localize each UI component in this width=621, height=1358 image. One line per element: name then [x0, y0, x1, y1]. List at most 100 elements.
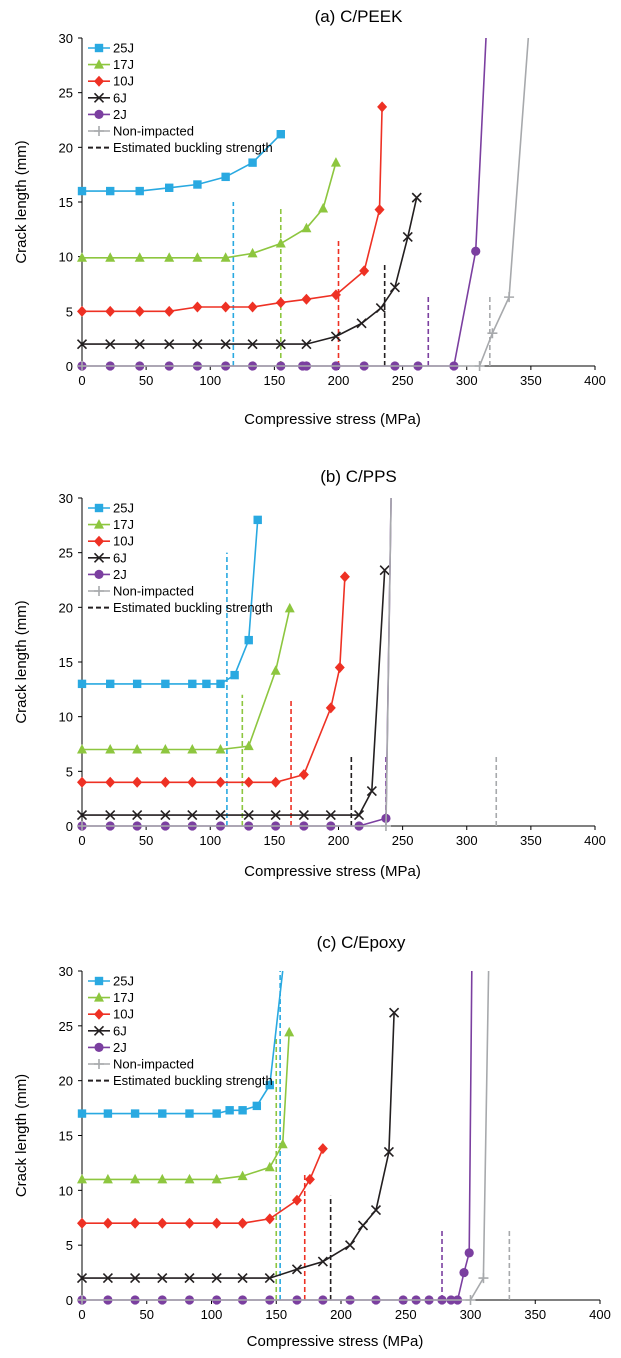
series-2j-point — [459, 1267, 469, 1278]
chart-title: (b) C/PPS — [320, 467, 397, 486]
series-10j-point — [130, 1217, 141, 1229]
series-10j-point — [298, 769, 309, 781]
y-tick-label: 10 — [59, 710, 73, 725]
x-tick-label: 50 — [140, 1307, 154, 1322]
series-17j-point — [318, 203, 329, 213]
series-17j-point — [160, 743, 171, 754]
series-10j-point — [264, 1213, 275, 1225]
series-6j-point — [357, 1220, 369, 1231]
x-tick-label: 150 — [265, 1307, 287, 1322]
series-6j-point — [270, 810, 281, 821]
y-tick-label: 15 — [59, 655, 73, 670]
series-6j-point — [157, 1273, 168, 1284]
legend-marker — [94, 1042, 104, 1052]
legend-label: 25J — [113, 501, 134, 516]
legend-label: Non-impacted — [113, 1057, 194, 1072]
series-6j-point — [298, 810, 309, 821]
series-6j-point — [102, 1273, 113, 1284]
series-25j-point — [130, 1109, 140, 1118]
series-10j-point — [304, 1173, 315, 1185]
x-tick-label: 200 — [328, 833, 350, 848]
series-10j-point — [164, 305, 175, 317]
series-6j-point — [317, 1256, 328, 1267]
series-17j-point — [187, 743, 198, 754]
x-tick-label: 0 — [78, 833, 85, 848]
y-tick-label: 25 — [59, 1019, 73, 1034]
series-6j-point — [160, 810, 171, 821]
series-6j-point — [330, 331, 342, 342]
legend-marker — [94, 976, 104, 986]
series-10j-point — [374, 204, 385, 216]
series-17j-point — [157, 1173, 168, 1184]
series-6j-point — [243, 810, 254, 821]
series-10j-line — [82, 1148, 324, 1224]
series-17j-point — [164, 252, 175, 262]
chart-panel-2: (b) C/PPS 0 50 100 150 200 250 300 350 400 0 5 10 15 2… — [13, 467, 606, 880]
legend-label: 6J — [113, 90, 127, 105]
series-10j-point — [192, 301, 203, 313]
series-6j-point — [325, 810, 336, 821]
series-17j-point — [77, 1173, 87, 1184]
series-25j-point — [161, 679, 170, 689]
x-tick-label: 200 — [328, 373, 350, 388]
y-tick-label: 0 — [66, 819, 73, 834]
series-25j-point — [77, 186, 87, 196]
series-17j-point — [264, 1161, 275, 1172]
legend-label: 2J — [113, 107, 127, 122]
series-6j-point — [76, 1273, 88, 1284]
y-tick-label: 30 — [59, 964, 73, 979]
x-tick-label: 350 — [520, 373, 542, 388]
y-tick-label: 0 — [66, 359, 73, 374]
legend-marker — [94, 59, 104, 69]
series-17j-point — [132, 743, 143, 754]
legend-label: 10J — [113, 534, 134, 549]
y-tick-label: 20 — [59, 600, 73, 615]
x-tick-label: 400 — [589, 1307, 611, 1322]
series-6j-point — [184, 1273, 195, 1284]
y-tick-label: 5 — [66, 1238, 73, 1253]
series-25j-point — [244, 635, 253, 645]
x-tick-label: 350 — [524, 1307, 546, 1322]
series-17j-point — [284, 602, 295, 613]
legend-marker — [93, 1025, 105, 1036]
x-axis-label: Compressive stress (MPa) — [244, 411, 421, 428]
series-17j-point — [215, 743, 226, 754]
y-tick-label: 25 — [59, 86, 73, 101]
x-tick-label: 50 — [139, 373, 153, 388]
legend-label: 10J — [113, 1007, 134, 1022]
series-25j-point — [158, 1109, 167, 1118]
series-non-impacted-point — [380, 821, 391, 831]
series-17j-line — [82, 608, 291, 751]
series-25j-line — [82, 133, 282, 192]
series-non-impacted-line — [82, 970, 490, 1301]
series-6j-point — [375, 302, 386, 314]
series-10j-point — [132, 776, 143, 788]
x-tick-label: 400 — [584, 373, 606, 388]
series-25j-point — [106, 679, 115, 689]
series-6j-point — [220, 339, 231, 350]
legend-marker — [93, 92, 105, 103]
series-6j-point — [366, 785, 377, 797]
series-non-impacted-point — [478, 1273, 489, 1284]
series-17j-point — [134, 252, 145, 262]
series-10j-point — [77, 1217, 87, 1229]
x-tick-label: 150 — [264, 373, 286, 388]
legend-label: Estimated buckling strength — [113, 140, 273, 155]
series-25j-point — [216, 679, 225, 689]
series-non-impacted-point — [504, 292, 515, 303]
series-10j-point — [105, 776, 116, 788]
series-25j-point — [103, 1109, 113, 1118]
legend-marker — [94, 992, 104, 1002]
series-6j-point — [134, 339, 145, 350]
series-17j-point — [330, 157, 341, 167]
y-tick-label: 0 — [66, 1293, 73, 1308]
x-tick-label: 100 — [199, 373, 221, 388]
legend-marker — [94, 519, 104, 529]
series-17j-point — [270, 665, 281, 675]
legend-label: 10J — [113, 74, 134, 89]
series-6j-point — [132, 810, 143, 821]
chart-panel-1: (a) C/PEEK 0 50 100 150 200 250 300 350 400 0 5 10 15… — [13, 7, 606, 428]
series-6j-point — [76, 339, 88, 350]
y-tick-label: 5 — [66, 764, 73, 779]
legend-label: 2J — [113, 1040, 127, 1055]
